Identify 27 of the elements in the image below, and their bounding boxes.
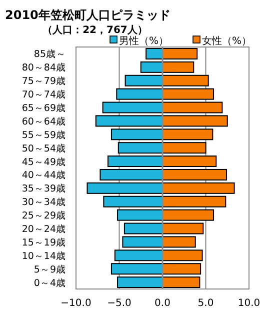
- y-tick-label: 10～14歳: [22, 250, 66, 262]
- y-tick-label: 60～64歳: [22, 115, 66, 128]
- y-tick-label: 20～24歳: [22, 223, 66, 235]
- y-tick-label: 45～49歳: [22, 156, 66, 168]
- y-tick-label: 50～54歳: [22, 142, 66, 154]
- x-tick-label: 0.0: [154, 298, 170, 309]
- legend-label: 女性（%）: [202, 35, 252, 47]
- y-tick-label: 65～69歳: [22, 102, 66, 114]
- legend-label: 男性（%）: [119, 35, 169, 47]
- y-tick-label: 5～9歳: [34, 263, 66, 276]
- y-tick-label: 25～29歳: [22, 210, 66, 222]
- y-tick-label: 75～79歳: [22, 75, 66, 88]
- y-tick-label: 0～4歳: [34, 276, 66, 289]
- y-tick-label: 15～19歳: [22, 236, 66, 248]
- x-tick-label: 10.0: [238, 298, 260, 309]
- y-tick-label: 40～44歳: [22, 169, 66, 182]
- x-tick-label: 5.0: [198, 298, 214, 309]
- x-tick-label: −5.0: [107, 298, 132, 309]
- y-tick-label: 30～34歳: [22, 196, 66, 208]
- chart-subtitle: （人口：22，767人）: [42, 24, 148, 36]
- x-tick-label: −10.0: [60, 298, 92, 309]
- y-tick-label: 55～59歳: [22, 128, 66, 141]
- chart-title: 2010年笠松町人口ピラミッド: [5, 8, 170, 22]
- y-tick-label: 80～84歳: [22, 62, 66, 74]
- y-tick-label: 70～74歳: [22, 88, 66, 101]
- y-tick-label: 35～39歳: [22, 182, 66, 195]
- y-tick-label: 85歳～: [34, 48, 66, 60]
